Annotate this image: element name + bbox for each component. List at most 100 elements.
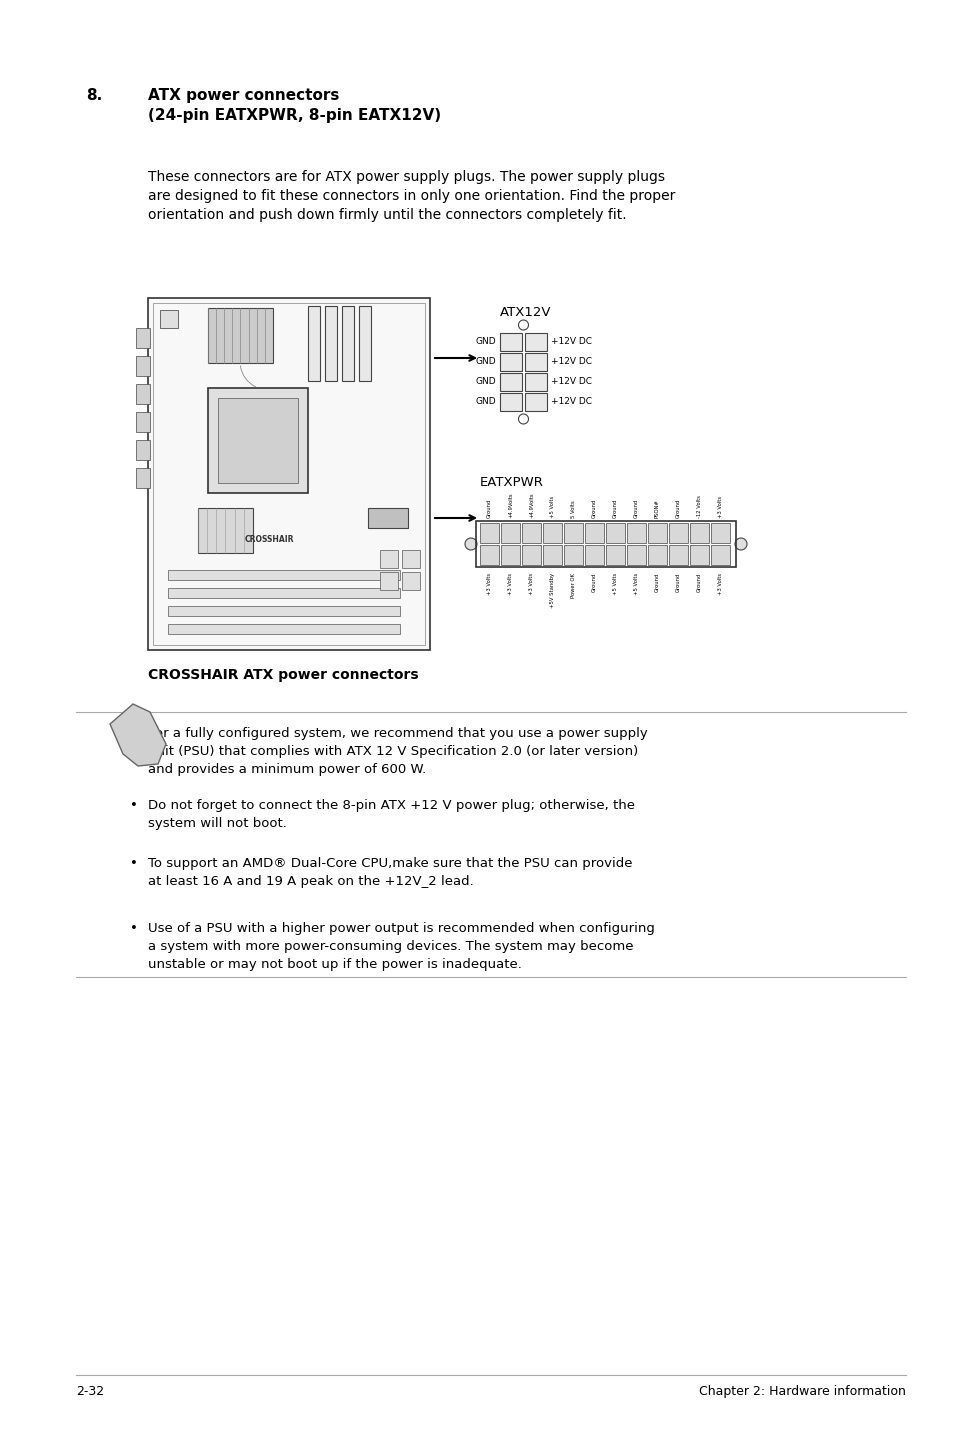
Bar: [524, 372, 546, 391]
Text: (24-pin EATXPWR, 8-pin EATX12V): (24-pin EATXPWR, 8-pin EATX12V): [148, 108, 440, 124]
Bar: [136, 328, 150, 348]
Bar: [136, 384, 150, 404]
Text: Do not forget to connect the 8-pin ATX +12 V power plug; otherwise, the
system w: Do not forget to connect the 8-pin ATX +…: [148, 800, 635, 830]
Bar: [198, 508, 253, 554]
Text: To support an AMD® Dual-Core CPU,make sure that the PSU can provide
at least 16 : To support an AMD® Dual-Core CPU,make su…: [148, 857, 632, 889]
Text: Ground: Ground: [697, 572, 701, 592]
Text: +12V DC: +12V DC: [551, 338, 592, 347]
Text: Ground: Ground: [486, 499, 492, 518]
Text: +4.9Volts: +4.9Volts: [507, 492, 513, 518]
Text: Ground: Ground: [592, 572, 597, 592]
Text: GND: GND: [475, 397, 496, 407]
Text: +12V DC: +12V DC: [551, 397, 592, 407]
Text: CROSSHAIR: CROSSHAIR: [244, 535, 294, 544]
Bar: [136, 357, 150, 375]
Text: Chapter 2: Hardware information: Chapter 2: Hardware information: [699, 1385, 905, 1398]
Bar: [379, 572, 397, 590]
Bar: [152, 303, 424, 646]
Bar: [218, 398, 297, 483]
Bar: [605, 523, 624, 544]
Bar: [208, 388, 308, 493]
Text: Ground: Ground: [676, 572, 680, 592]
Text: •: •: [130, 922, 138, 935]
Text: +12V DC: +12V DC: [551, 378, 592, 387]
Text: CROSSHAIR ATX power connectors: CROSSHAIR ATX power connectors: [148, 669, 418, 682]
Bar: [500, 523, 519, 544]
Bar: [524, 393, 546, 411]
Text: +5 Volts: +5 Volts: [550, 496, 555, 518]
Text: Power OK: Power OK: [571, 572, 576, 598]
Bar: [499, 393, 521, 411]
Bar: [689, 545, 708, 565]
Bar: [668, 545, 687, 565]
Bar: [168, 605, 399, 615]
Bar: [168, 624, 399, 634]
Text: Ground: Ground: [655, 572, 659, 592]
Bar: [401, 572, 419, 590]
Bar: [499, 352, 521, 371]
Bar: [521, 523, 540, 544]
Text: -12 Volts: -12 Volts: [697, 495, 701, 518]
Text: GND: GND: [475, 338, 496, 347]
Bar: [524, 334, 546, 351]
Text: •: •: [130, 857, 138, 870]
Bar: [542, 545, 561, 565]
Circle shape: [464, 538, 476, 549]
Bar: [368, 508, 408, 528]
Text: Ground: Ground: [634, 499, 639, 518]
Bar: [401, 549, 419, 568]
Bar: [647, 545, 666, 565]
Bar: [160, 311, 178, 328]
Circle shape: [734, 538, 746, 549]
Bar: [710, 523, 729, 544]
Text: ATX12V: ATX12V: [499, 306, 551, 319]
Bar: [689, 523, 708, 544]
Text: GND: GND: [475, 378, 496, 387]
Bar: [148, 298, 430, 650]
Text: ATX power connectors: ATX power connectors: [148, 88, 339, 104]
Bar: [710, 545, 729, 565]
Bar: [136, 413, 150, 431]
Bar: [563, 523, 582, 544]
Bar: [325, 306, 336, 381]
Bar: [308, 306, 319, 381]
Bar: [542, 523, 561, 544]
Bar: [500, 545, 519, 565]
Text: +3 Volts: +3 Volts: [718, 572, 722, 595]
Text: GND: GND: [475, 358, 496, 367]
Text: Ground: Ground: [613, 499, 618, 518]
Bar: [563, 545, 582, 565]
Bar: [626, 545, 645, 565]
Text: +5 Volts: +5 Volts: [634, 572, 639, 595]
Bar: [584, 523, 603, 544]
Circle shape: [518, 414, 528, 424]
Text: +3 Volts: +3 Volts: [507, 572, 513, 595]
Text: Ground: Ground: [676, 499, 680, 518]
Text: +5 Volts: +5 Volts: [613, 572, 618, 595]
Bar: [521, 545, 540, 565]
Polygon shape: [110, 705, 166, 766]
Bar: [668, 523, 687, 544]
Text: Use of a PSU with a higher power output is recommended when configuring
a system: Use of a PSU with a higher power output …: [148, 922, 654, 971]
Bar: [358, 306, 371, 381]
Text: +5V Standby: +5V Standby: [550, 572, 555, 608]
Text: +12V DC: +12V DC: [551, 358, 592, 367]
Text: orientation and push down firmly until the connectors completely fit.: orientation and push down firmly until t…: [148, 209, 626, 221]
Bar: [379, 549, 397, 568]
Bar: [479, 545, 498, 565]
Bar: [168, 588, 399, 598]
Bar: [341, 306, 354, 381]
Bar: [626, 523, 645, 544]
Text: •: •: [130, 800, 138, 812]
Text: Ground: Ground: [592, 499, 597, 518]
Bar: [479, 523, 498, 544]
Text: PSON#: PSON#: [655, 499, 659, 518]
Bar: [476, 521, 735, 567]
Circle shape: [518, 321, 528, 329]
Bar: [647, 523, 666, 544]
Text: +3 Volts: +3 Volts: [486, 572, 492, 595]
Bar: [584, 545, 603, 565]
Text: +3 Volts: +3 Volts: [718, 496, 722, 518]
Bar: [136, 440, 150, 460]
Bar: [524, 352, 546, 371]
